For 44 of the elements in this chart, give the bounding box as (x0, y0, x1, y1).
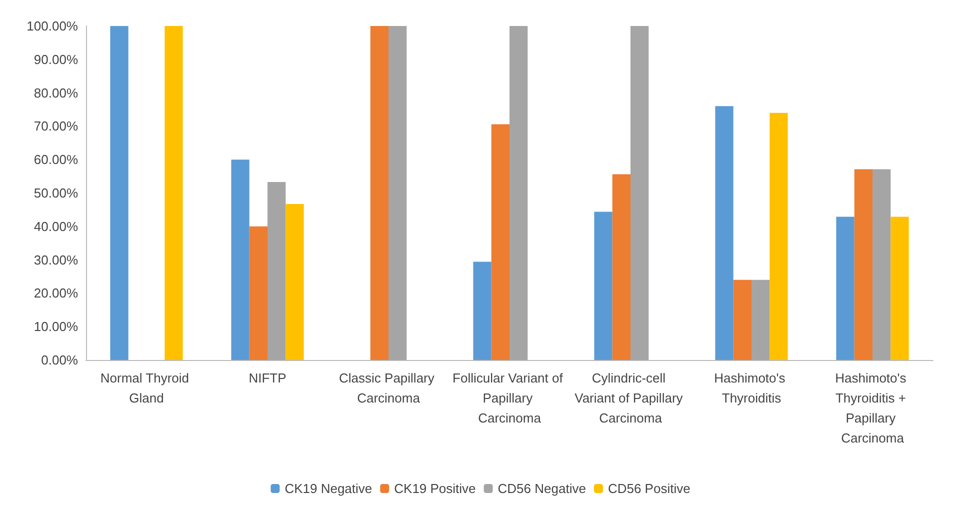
legend-label: CD56 Positive (608, 481, 690, 496)
x-tick-label: NIFTP (248, 370, 286, 386)
bar (594, 212, 612, 360)
bar (770, 112, 788, 360)
bar (715, 106, 734, 360)
y-tick-label: 70.00% (34, 118, 78, 134)
legend-label: CK19 Positive (394, 481, 476, 496)
bar (733, 280, 752, 360)
bar (286, 204, 304, 360)
y-tick-label: 10.00% (34, 319, 78, 334)
bar (752, 280, 770, 360)
x-tick-label: Hashimoto's Thyroiditis (714, 370, 789, 406)
bar (110, 26, 128, 360)
legend-label: CD56 Negative (498, 481, 586, 496)
bar (872, 169, 891, 360)
y-tick-label: 20.00% (34, 286, 78, 301)
y-tick-label: 90.00% (34, 52, 78, 67)
x-tick-label: Normal Thyroid Gland (100, 370, 193, 406)
bar (164, 26, 183, 360)
bar (836, 216, 854, 360)
bar (510, 26, 528, 360)
y-tick-label: 30.00% (34, 252, 78, 268)
bar (249, 226, 268, 360)
y-tick-label: 0.00% (41, 352, 78, 368)
bar (388, 26, 407, 360)
y-tick-label: 100.00% (26, 18, 78, 34)
bar (473, 262, 492, 360)
bar (370, 26, 388, 360)
y-tick-label: 60.00% (34, 152, 78, 168)
bar (890, 216, 909, 360)
y-tick-label: 50.00% (34, 186, 78, 200)
bar (231, 160, 250, 360)
x-tick-label: Follicular Variant of Papillary Carcinoma (452, 370, 566, 426)
x-tick-label: Cylindric-cell Variant of Papillary Carcinoma (574, 370, 686, 426)
bar (491, 124, 510, 360)
y-tick-label: 80.00% (34, 85, 78, 100)
bar (268, 182, 286, 360)
bar (630, 26, 649, 360)
x-tick-label: Hashimoto's Thyroiditis + Papillary Carcinoma (835, 370, 910, 446)
bar (612, 174, 630, 360)
x-tick-label: Classic Papillary Carcinoma (339, 370, 438, 406)
bar (854, 169, 872, 360)
legend-label: CK19 Negative (284, 481, 372, 496)
y-tick-label: 40.00% (34, 218, 78, 234)
